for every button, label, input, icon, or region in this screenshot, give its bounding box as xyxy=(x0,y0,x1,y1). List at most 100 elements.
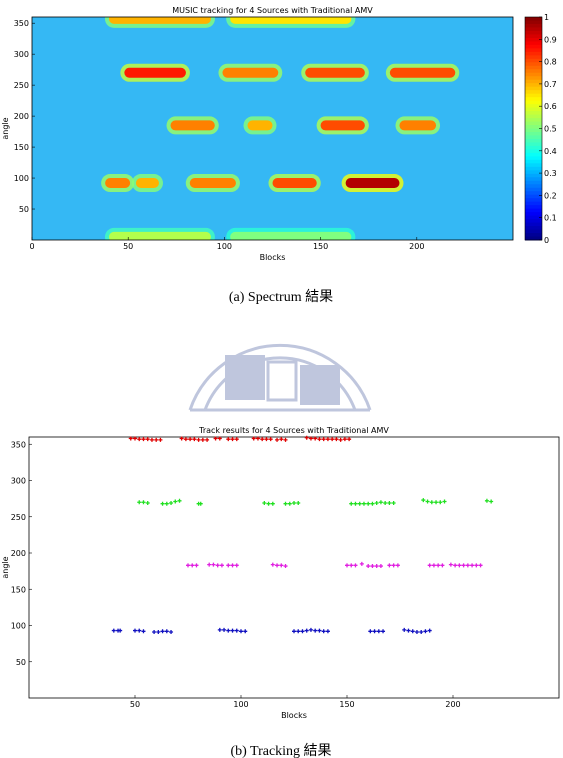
point xyxy=(270,562,275,567)
point xyxy=(366,501,371,506)
point xyxy=(164,629,169,634)
point xyxy=(419,630,424,635)
colorbar-cell xyxy=(525,198,542,203)
point xyxy=(317,437,322,442)
point xyxy=(366,564,371,569)
colorbar-tick-label: 0.9 xyxy=(544,35,557,44)
colorbar-cell xyxy=(525,37,542,42)
point xyxy=(395,563,400,568)
colorbar-cell xyxy=(525,131,542,136)
colorbar-cell xyxy=(525,30,542,35)
point xyxy=(251,436,256,441)
point xyxy=(474,563,479,568)
point xyxy=(279,437,284,442)
y-tick-label: 250 xyxy=(14,81,29,90)
peak xyxy=(189,178,236,189)
point xyxy=(243,629,248,634)
colorbar-cell xyxy=(525,184,542,189)
point xyxy=(353,563,358,568)
colorbar-cell xyxy=(525,138,542,143)
colorbar-cell xyxy=(525,69,542,74)
point xyxy=(128,436,133,441)
point xyxy=(374,564,379,569)
colorbar-tick-label: 0.1 xyxy=(544,214,557,223)
point xyxy=(118,628,123,633)
point xyxy=(183,437,188,442)
point xyxy=(378,500,383,505)
colorbar-cell xyxy=(525,149,542,154)
colorbar-cell xyxy=(525,180,542,185)
point xyxy=(230,628,235,633)
point xyxy=(152,630,157,635)
colorbar-cell xyxy=(525,173,542,178)
point xyxy=(234,563,239,568)
point xyxy=(164,501,169,506)
peak xyxy=(230,231,352,240)
point xyxy=(402,627,407,632)
colorbar-cell xyxy=(525,191,542,196)
colorbar-cell xyxy=(525,233,542,238)
point xyxy=(372,629,377,634)
point xyxy=(211,562,216,567)
point xyxy=(283,437,288,442)
colorbar-cell xyxy=(525,104,542,109)
peak xyxy=(345,178,400,189)
colorbar-cell xyxy=(525,72,542,77)
x-tick-label: 50 xyxy=(123,242,133,251)
y-tick-label: 50 xyxy=(16,658,26,667)
colorbar-cell xyxy=(525,121,542,126)
colorbar-tick-label: 0.3 xyxy=(544,169,557,178)
point xyxy=(160,501,165,506)
point xyxy=(207,562,212,567)
point xyxy=(308,627,313,632)
colorbar-cell xyxy=(525,208,542,213)
point xyxy=(427,563,432,568)
colorbar-cell xyxy=(525,90,542,95)
colorbar-cell xyxy=(525,114,542,119)
peak xyxy=(230,17,352,24)
point xyxy=(465,563,470,568)
point xyxy=(160,629,165,634)
point xyxy=(436,563,441,568)
point xyxy=(308,436,313,441)
point xyxy=(270,501,275,506)
x-tick-label: 150 xyxy=(339,700,354,709)
heatmap-layer xyxy=(101,17,460,240)
colorbar-cell xyxy=(525,236,542,241)
point xyxy=(279,563,284,568)
point xyxy=(275,437,280,442)
point xyxy=(262,500,267,505)
colorbar-cell xyxy=(525,145,542,150)
point xyxy=(431,563,436,568)
colorbar-cell xyxy=(525,97,542,102)
point xyxy=(330,437,335,442)
colorbar-cell xyxy=(525,170,542,175)
peak xyxy=(222,67,279,78)
point xyxy=(374,500,379,505)
point xyxy=(429,500,434,505)
y-tick-label: 100 xyxy=(11,622,26,631)
y-tick-label: 300 xyxy=(14,50,29,59)
point xyxy=(300,629,305,634)
colorbar-cell xyxy=(525,65,542,70)
point xyxy=(190,563,195,568)
point xyxy=(325,629,330,634)
colorbar-cell xyxy=(525,34,542,39)
point xyxy=(264,437,269,442)
point xyxy=(226,628,231,633)
point xyxy=(111,628,116,633)
point xyxy=(421,498,426,503)
point xyxy=(342,437,347,442)
x-axis-label: Blocks xyxy=(281,711,307,720)
peak xyxy=(272,178,317,189)
point xyxy=(239,629,243,634)
colorbar-cell xyxy=(525,194,542,199)
point xyxy=(217,627,222,632)
chart-title: Track results for 4 Sources with Traditi… xyxy=(198,426,389,435)
point xyxy=(387,563,392,568)
point xyxy=(313,628,318,633)
colorbar-cell xyxy=(525,20,542,25)
y-tick-label: 250 xyxy=(11,513,26,522)
peak xyxy=(105,178,131,189)
